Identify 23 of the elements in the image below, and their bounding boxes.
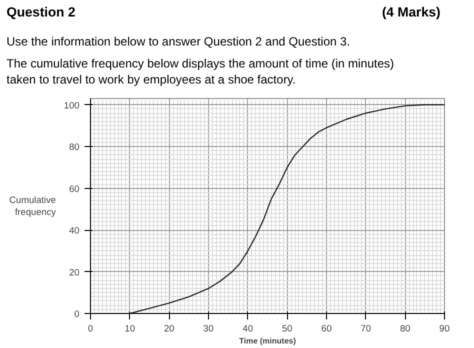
- x-tick-label: 20: [164, 324, 174, 334]
- x-tick-label: 80: [400, 324, 410, 334]
- x-tick-label: 50: [282, 324, 292, 334]
- x-tick-label: 10: [124, 324, 136, 334]
- x-tick-label: 60: [321, 324, 332, 334]
- y-tick-label: 80: [69, 142, 80, 152]
- x-tick-label: 90: [439, 324, 450, 334]
- y-tick-label: 100: [64, 100, 80, 110]
- chart-title: Question 2: [6, 4, 76, 20]
- text: (4 Marks): [382, 4, 441, 20]
- x-tick-label: 30: [203, 324, 214, 334]
- y-tick-label: 60: [69, 184, 80, 194]
- line-series: [129, 104, 444, 314]
- x-axis-title: Time (minutes): [239, 336, 296, 346]
- y-axis-title: Cumulative frequency: [9, 195, 56, 217]
- y-tick-label: 0: [74, 309, 80, 319]
- y-tick-label: 40: [69, 226, 80, 236]
- x-tick-label: 40: [242, 324, 254, 334]
- x-tick-label: 0: [88, 324, 94, 334]
- text: The cumulative frequency below displays the amount of time (in minutes) taken to travel to work by employees at a shoe factory.: [6, 56, 394, 87]
- x-tick-label: 70: [360, 324, 372, 334]
- chart-subtitle: Use the information below to answer Question 2 and Question 3.: [6, 34, 350, 48]
- y-tick-label: 20: [69, 267, 80, 278]
